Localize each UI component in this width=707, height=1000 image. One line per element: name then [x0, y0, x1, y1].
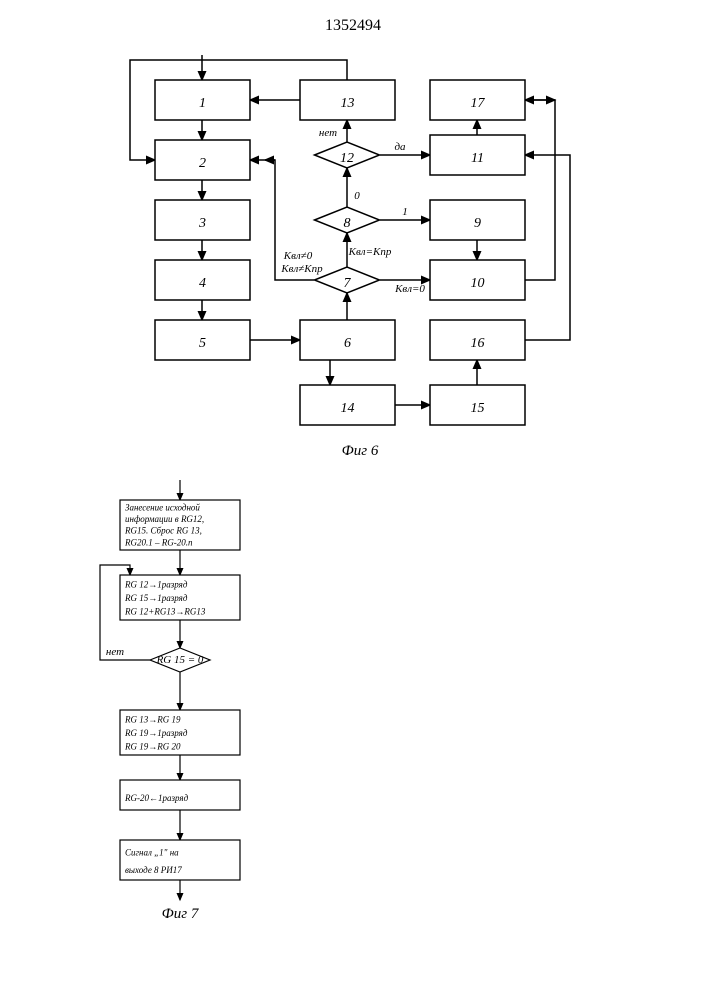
fc-block-line: RG20.1 – RG-20.n — [124, 537, 193, 547]
fc-block-line: RG 12→1разряд — [124, 579, 188, 589]
block-label: 17 — [471, 96, 486, 111]
decision-label: 8 — [344, 216, 351, 231]
decision-label: 7 — [344, 276, 352, 291]
fc-block-line: RG 15→1разряд — [124, 593, 188, 603]
block-label: 14 — [341, 401, 355, 416]
edge — [250, 160, 314, 280]
fc-block-line: Сигнал „1" на — [125, 848, 179, 858]
block-label: 5 — [199, 336, 206, 351]
decision-label: 12 — [340, 151, 354, 166]
block-label: 13 — [341, 96, 355, 111]
fc-block-line: Занесение исходной — [125, 502, 200, 512]
edge-label: Kвл=0 — [394, 283, 425, 295]
block-label: 3 — [198, 216, 206, 231]
edge-label: да — [394, 141, 406, 153]
edge — [525, 100, 555, 280]
edge-label: Kвл=Kпр — [348, 246, 392, 258]
fc-block-line: RG 19→RG 20 — [124, 742, 181, 752]
diagram-canvas: 1352494Kвл=KпрKвл=0Kвл≠0Kвл≠Kпр10нетда12… — [0, 0, 707, 1000]
block-label: 2 — [199, 156, 206, 171]
block-label: 9 — [474, 216, 481, 231]
page-number: 1352494 — [325, 17, 381, 34]
edge — [525, 155, 570, 340]
block-label: 4 — [199, 276, 206, 291]
block-label: 1 — [199, 96, 206, 111]
fc-block-line: выходе 8 РИ17 — [125, 865, 182, 875]
edge-label: Kвл≠Kпр — [280, 263, 323, 275]
edge-label: нет — [319, 127, 337, 139]
block-label: 16 — [471, 336, 485, 351]
fig7: нет Занесение исходной информации в RG12, R… — [100, 480, 240, 922]
fc-block-line: RG 12+RG13→RG13 — [124, 607, 206, 617]
fig6-caption: Фиг 6 — [342, 443, 379, 459]
edge-label: 1 — [402, 206, 408, 218]
fc-block-line: информации в RG12, — [125, 514, 204, 524]
edge-label: Kвл≠0 — [283, 250, 313, 262]
edge-label: нет — [106, 646, 124, 658]
block-label: 15 — [471, 401, 485, 416]
fc-block-line: RG 19→1разряд — [124, 728, 188, 738]
fc-decision-label: RG 15 = 0 — [156, 654, 204, 666]
fc-block-line: RG-20←1разряд — [124, 793, 189, 803]
fc-block-line: RG 13→RG 19 — [124, 714, 181, 724]
block-label: 11 — [471, 151, 484, 166]
edge-label: 0 — [354, 190, 360, 202]
fc-block-line: RG15. Сброс RG 13, — [124, 526, 202, 536]
block-label: 10 — [471, 276, 485, 291]
fig7-caption: Фиг 7 — [162, 906, 200, 922]
fig6: Kвл=KпрKвл=0Kвл≠0Kвл≠Kпр10нетда123456789… — [130, 55, 570, 459]
block-label: 6 — [344, 336, 351, 351]
